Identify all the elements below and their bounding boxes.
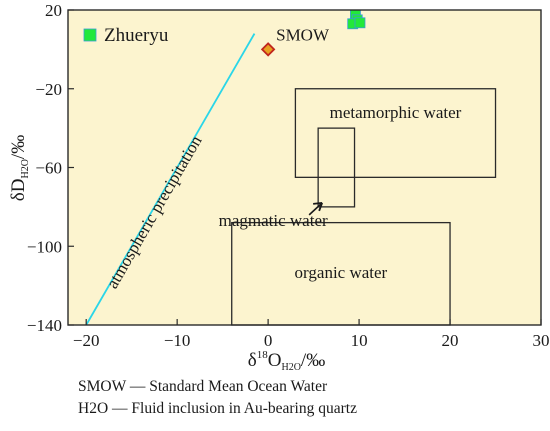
y-axis-label-delta: δ — [8, 192, 29, 201]
region-label-organic-water: organic water — [295, 263, 388, 282]
plot-area — [68, 10, 541, 325]
smow-point — [260, 42, 276, 57]
x-axis-label-unit: /‰ — [301, 350, 325, 371]
x-tick-label: −10 — [164, 331, 191, 350]
x-tick-label: 10 — [351, 331, 368, 350]
smow-label: SMOW — [276, 25, 330, 44]
x-axis-label-main: O — [268, 350, 282, 371]
x-axis-label-delta: δ — [248, 350, 257, 371]
magmatic-arrow-shaft — [308, 202, 323, 216]
points-layer: SMOW — [260, 9, 366, 57]
region-metamorphic-water — [294, 88, 497, 178]
x-tick-label: −20 — [73, 331, 100, 350]
line-atmospheric-precipitation — [85, 33, 256, 326]
regions-layer: metamorphic water organic water magmatic w… — [219, 88, 497, 326]
y-tick-label: 20 — [45, 1, 62, 20]
y-axis-label-main: D — [8, 179, 29, 193]
data-point-4 — [354, 17, 366, 29]
x-axis-label-sub: H2O — [281, 362, 300, 373]
x-tick-label: 0 — [264, 331, 273, 350]
x-axis-label: δ18OH2O/‰ — [248, 349, 325, 373]
footnote-h2o: H2O — Fluid inclusion in Au-bearing quar… — [78, 400, 357, 417]
region-magmatic-water — [317, 127, 356, 208]
y-axis-label-sub: H2O — [20, 159, 31, 178]
legend-marker — [83, 28, 97, 42]
legend: Zhueryu — [83, 25, 169, 46]
y-tick-label: −100 — [27, 237, 62, 256]
y-axis-label-unit: /‰ — [8, 135, 29, 159]
region-label-metamorphic-water: metamorphic water — [330, 103, 462, 122]
y-tick-label: −20 — [35, 80, 62, 99]
y-tick-label: −60 — [35, 159, 62, 178]
x-axis-label-sup: 18 — [257, 349, 269, 361]
x-tick-label: 20 — [442, 331, 459, 350]
magmatic-arrow-head — [313, 201, 323, 212]
footnote-smow: SMOW — Standard Mean Ocean Water — [78, 378, 328, 395]
x-tick-label: 30 — [533, 331, 550, 350]
region-label-magmatic-water: magmatic water — [219, 211, 328, 230]
y-axis-label: δDH2O/‰ — [8, 135, 31, 201]
legend-label: Zhueryu — [104, 25, 169, 46]
y-tick-label: −140 — [27, 316, 62, 335]
